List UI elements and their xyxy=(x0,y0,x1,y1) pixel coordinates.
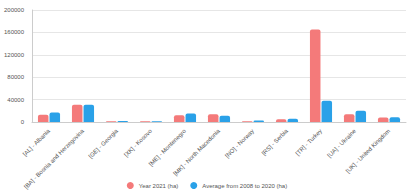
svg-text:Year 2021 (ha): Year 2021 (ha) xyxy=(139,183,178,189)
svg-text:[BA] - Bosnia and Herzegovina: [BA] - Bosnia and Herzegovina xyxy=(23,127,86,190)
svg-text:[GE] - Georgia: [GE] - Georgia xyxy=(88,127,120,159)
svg-text:[UK] - United Kingdom: [UK] - United Kingdom xyxy=(345,128,391,174)
svg-text:160000: 160000 xyxy=(4,29,25,35)
svg-text:0: 0 xyxy=(21,119,25,125)
svg-text:[RS] - Serbia: [RS] - Serbia xyxy=(261,127,290,156)
svg-text:[MK] - North Macedonia: [MK] - North Macedonia xyxy=(172,127,221,176)
svg-text:[NO] - Norway: [NO] - Norway xyxy=(224,128,255,159)
svg-text:80000: 80000 xyxy=(7,74,24,80)
svg-text:[AL] - Albania: [AL] - Albania xyxy=(22,127,52,157)
svg-text:[ME] - Montenegro: [ME] - Montenegro xyxy=(148,127,188,167)
svg-text:120000: 120000 xyxy=(4,52,25,58)
svg-text:[UA] - Ukraine: [UA] - Ukraine xyxy=(326,127,357,158)
svg-text:[XK] - Kosovo: [XK] - Kosovo xyxy=(123,127,154,158)
svg-text:Average from 2008 to 2020 (ha): Average from 2008 to 2020 (ha) xyxy=(202,183,287,189)
svg-text:40000: 40000 xyxy=(7,97,24,103)
svg-text:[TR] - Turkey: [TR] - Turkey xyxy=(294,128,323,157)
svg-text:200000: 200000 xyxy=(4,7,25,13)
